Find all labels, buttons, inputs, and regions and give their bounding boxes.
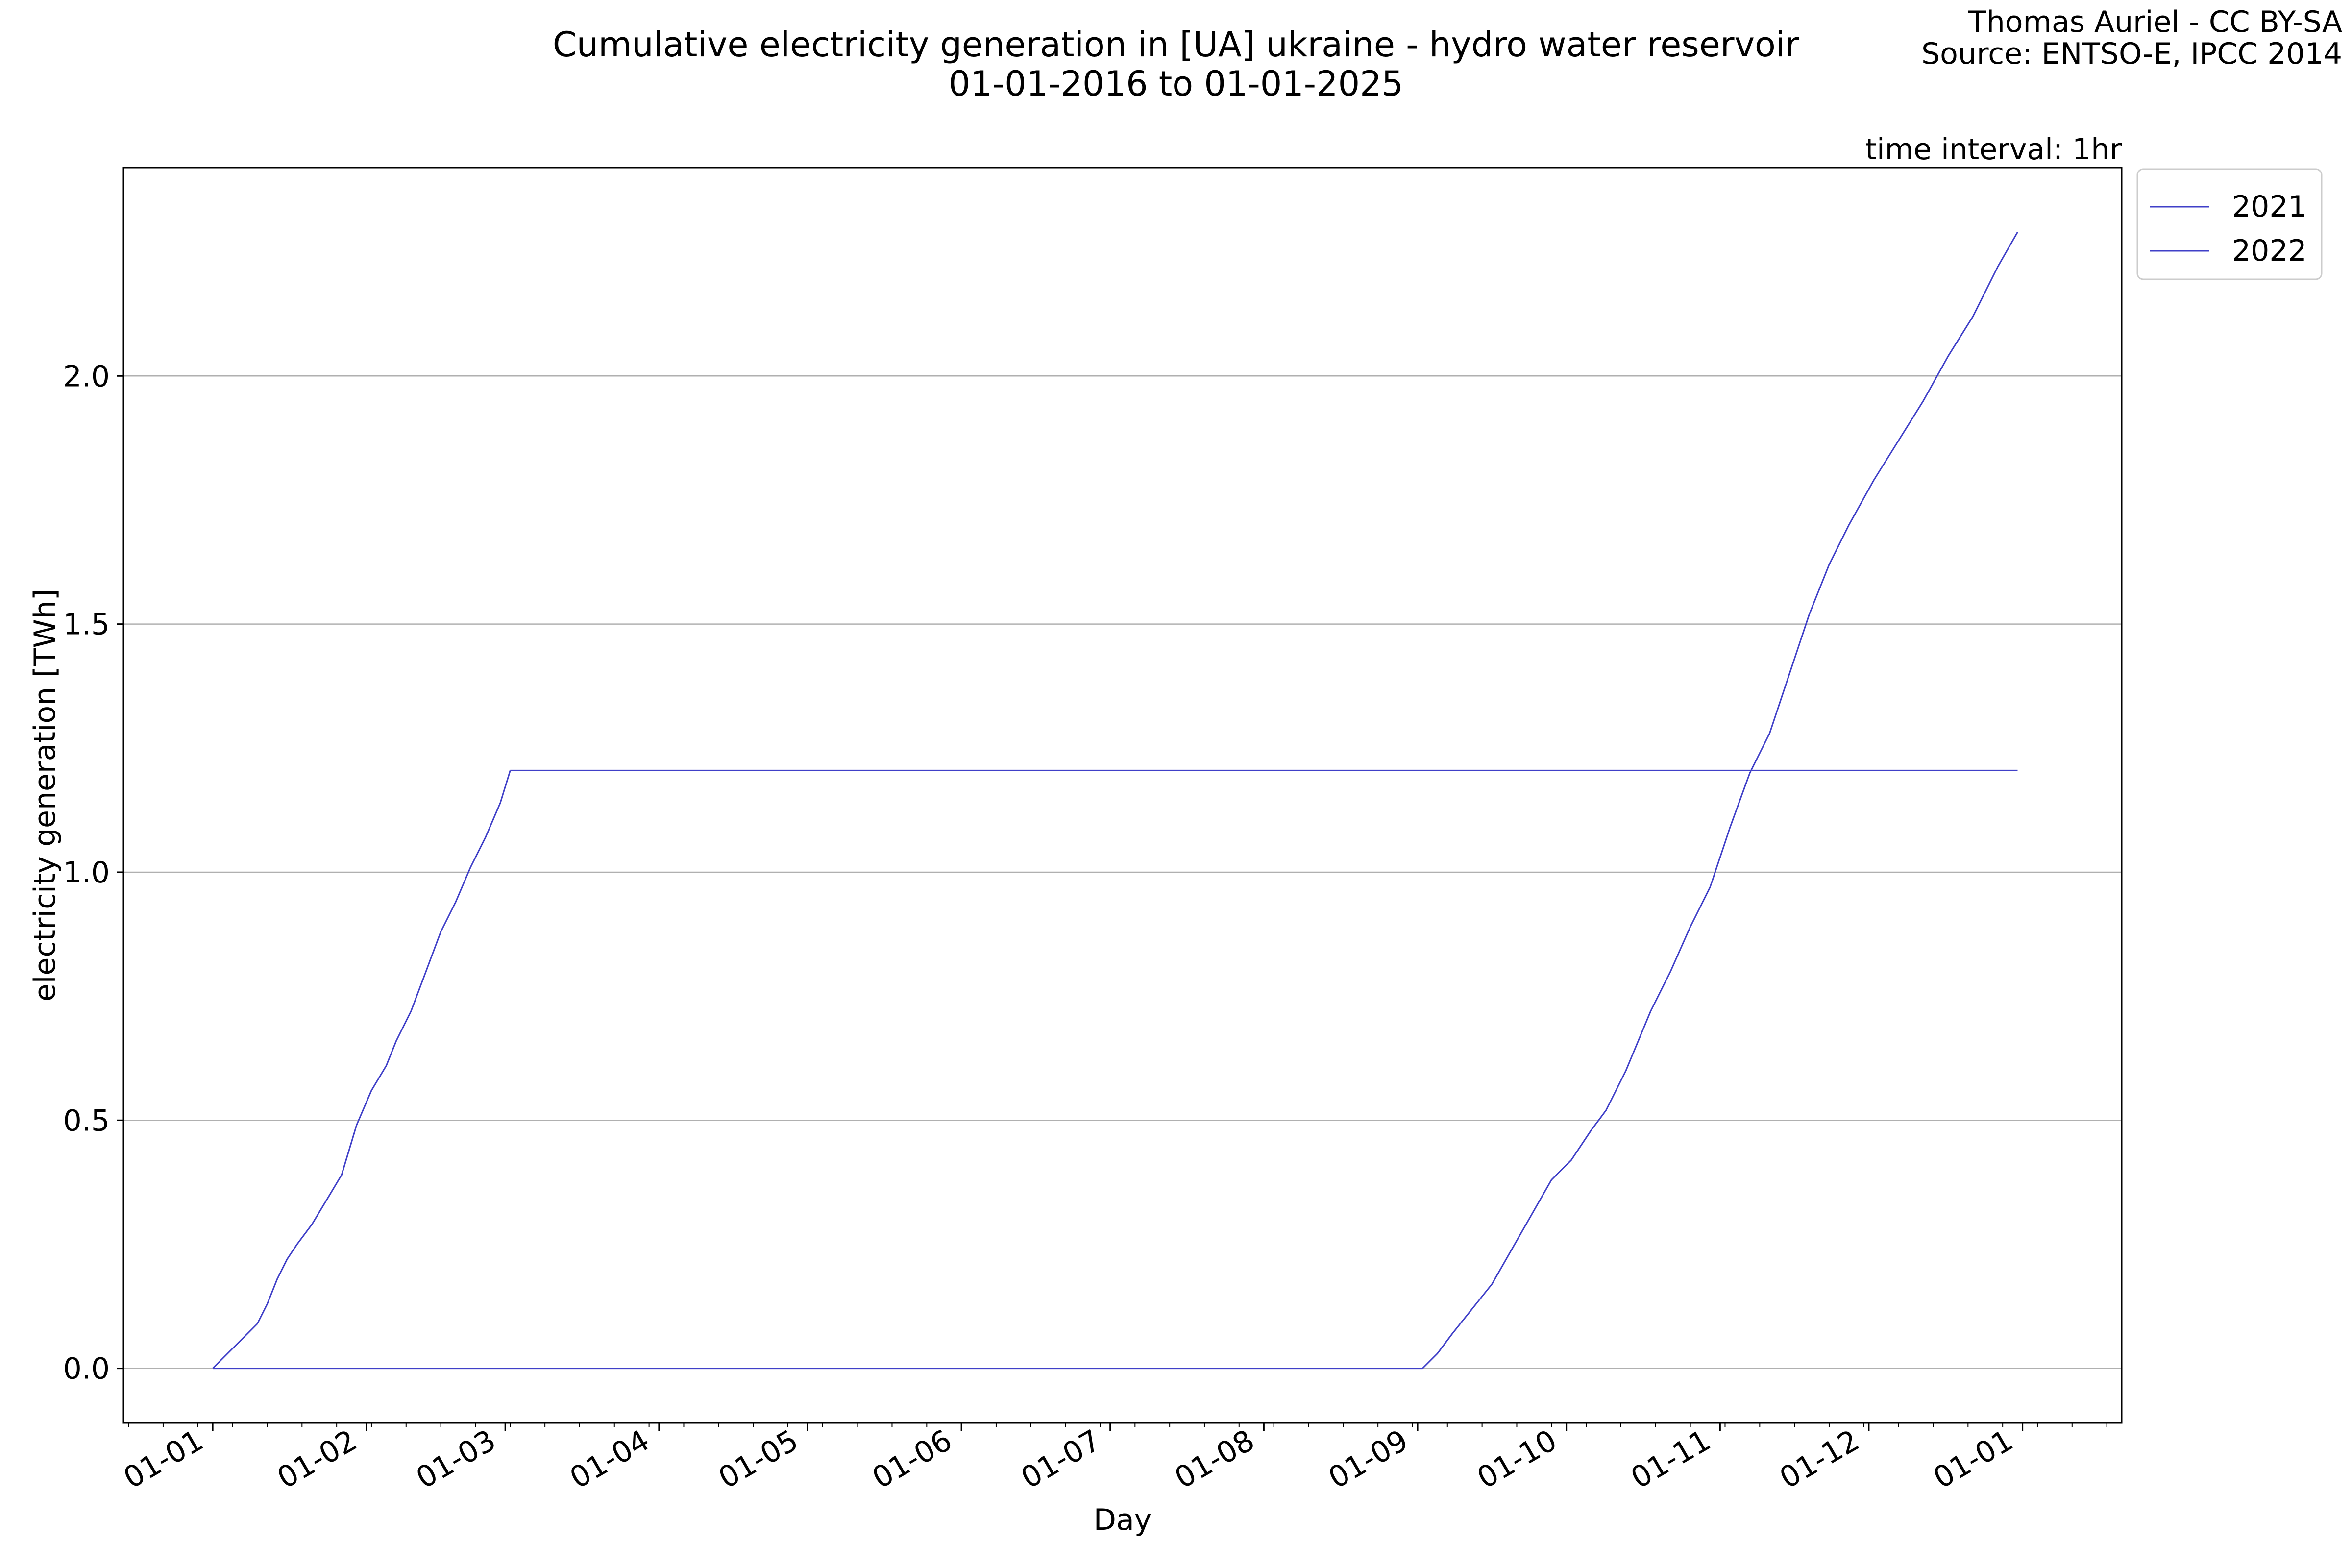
legend-box [2136,168,2323,280]
time-interval-label: time interval: 1hr [1865,132,2122,167]
x-axis: 01-01 01-02 01-03 01-04 01-05 01-06 01-07 01-08… [118,1423,2107,1495]
source-text: Source: ENTSO-E, IPCC 2014 [1921,37,2342,71]
y-tick-label: 0.0 [63,1352,110,1386]
series-line-2021 [212,770,511,1369]
credit-text: Thomas Auriel - CC BY-SA [1968,5,2342,39]
legend-label-2021: 2021 [2232,190,2307,224]
y-axis-label: electricity generation [TWh] [28,589,62,1002]
legend: 2021 2022 [2136,168,2323,280]
x-tick-label: 01-02 [271,1423,363,1495]
x-tick-label: 01-04 [564,1423,655,1495]
y-axis: 0.0 0.5 1.0 1.5 2.0 [63,359,123,1386]
x-axis-label: Day [1094,1503,1152,1537]
grid-lines [123,375,2122,1369]
x-tick-label: 01-09 [1323,1423,1414,1495]
x-tick-label: 01-12 [1774,1423,1865,1495]
legend-label-2022: 2022 [2232,234,2307,268]
x-tick-label: 01-05 [713,1423,804,1495]
plot-frame [122,167,2123,1424]
y-tick-label: 2.0 [63,359,110,393]
y-tick-label: 1.5 [63,608,110,642]
x-tick-label: 01-07 [1015,1423,1106,1495]
x-tick-label: 01-08 [1169,1423,1260,1495]
x-tick-label: 01-01 [1928,1423,2019,1495]
y-tick-label: 0.5 [63,1103,110,1138]
x-tick-label: 01-03 [411,1423,502,1495]
x-tick-label: 01-11 [1625,1423,1716,1495]
x-tick-label: 01-10 [1471,1423,1563,1495]
chart-title: Cumulative electricity generation in [UA… [553,24,1799,65]
y-tick-label: 1.0 [63,856,110,890]
x-tick-label: 01-06 [867,1423,958,1495]
series-line-2022 [213,231,2018,1370]
series-lines [212,231,2018,1370]
x-tick-label: 01-01 [118,1423,209,1495]
chart-subtitle: 01-01-2016 to 01-01-2025 [949,64,1403,104]
